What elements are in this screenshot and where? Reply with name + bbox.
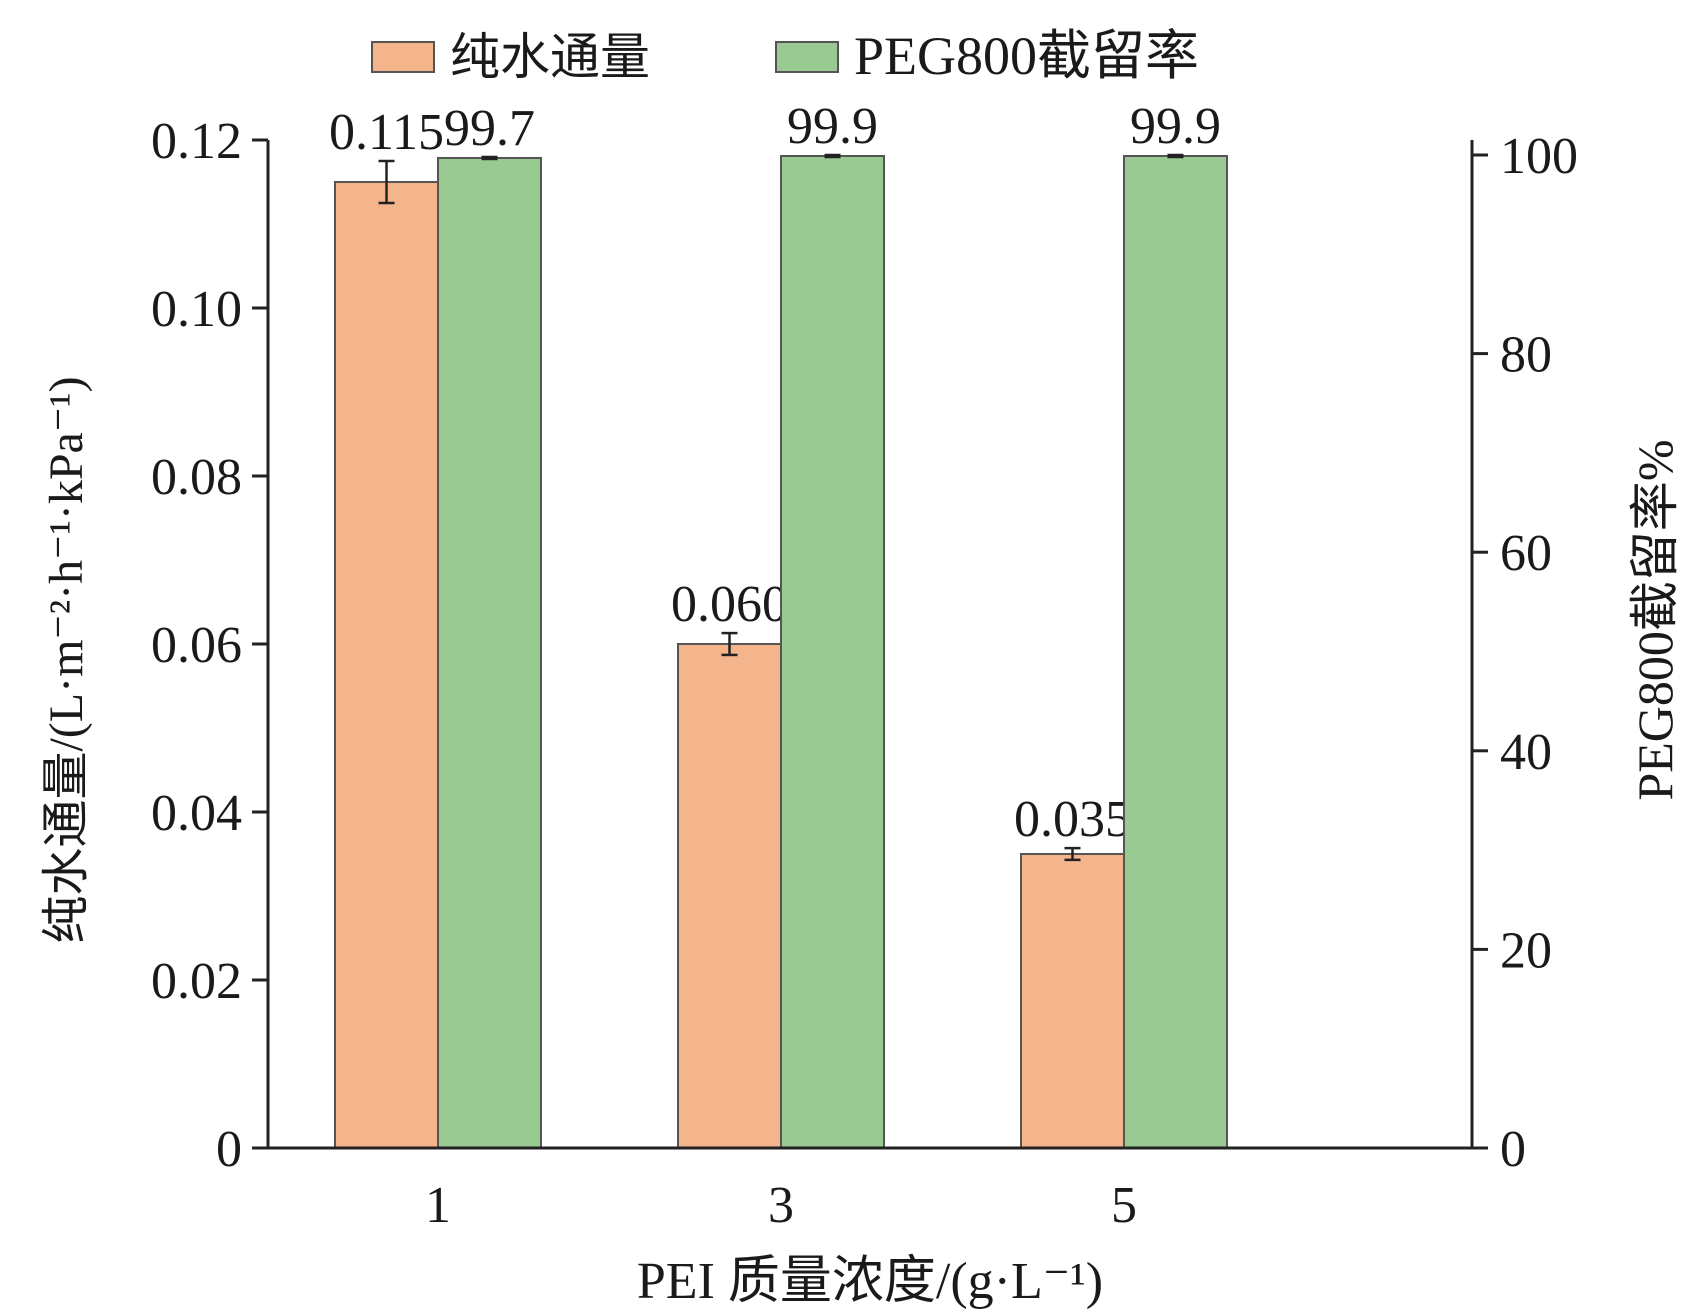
error-bar-flux-3 [721,631,738,657]
legend-swatch-rejection [775,41,839,73]
legend-label-flux: 纯水通量 [450,28,650,86]
right-tick-label: 80 [1500,327,1552,384]
bar-group: 0.115 0.060 0.035 99.7 99.9 99.9 [329,98,1228,1150]
bar-rejection-5 [1123,154,1228,1150]
legend-label-rejection: PEG800截留率 [854,26,1199,86]
left-axis-title: 纯水通量/(L·m⁻²·h⁻¹·kPa⁻¹) [40,376,93,943]
data-label-rejection-1: 99.7 [444,100,535,157]
legend-swatch-flux [371,41,435,73]
bar-rejection-1 [437,156,542,1149]
bar-flux-5 [1020,853,1125,1149]
error-bar-flux-1 [378,159,395,205]
data-label-rejection-3: 99.9 [787,98,878,155]
legend: 纯水通量 PEG800截留率 [371,26,1199,86]
data-label-flux-1: 0.115 [329,104,444,161]
data-label-flux-3: 0.060 [671,576,788,633]
left-tick-label: 0.04 [151,785,242,842]
x-axis-title: PEI 质量浓度/(g·L⁻¹) [637,1253,1103,1310]
right-tick-label: 20 [1500,922,1552,979]
data-label-flux-5: 0.035 [1014,791,1131,848]
left-tick-label: 0.02 [151,953,242,1010]
x-tick-label: 3 [768,1177,794,1234]
x-tick-label: 1 [425,1177,451,1234]
left-tick-label: 0.10 [151,281,242,338]
right-axis-title: PEG800截留率% [1627,439,1683,800]
error-bar-rejection-3 [824,153,841,159]
left-tick-label: 0.08 [151,449,242,506]
left-tick-label: 0.12 [151,113,242,170]
error-bar-rejection-1 [481,155,498,161]
right-tick-label: 40 [1500,724,1552,781]
x-tick-label: 5 [1111,1177,1137,1234]
right-tick-label: 60 [1500,525,1552,582]
left-tick-label: 0 [216,1121,242,1178]
bar-rejection-3 [780,154,885,1150]
data-label-rejection-5: 99.9 [1130,98,1221,155]
bar-flux-1 [334,181,439,1149]
left-tick-label: 0.06 [151,617,242,674]
right-tick-label: 0 [1500,1121,1526,1178]
tick-group: 0 0.02 0.04 0.06 0.08 0.10 0.12 0 20 40 60 80 100 1 3 5 [151,113,1578,1234]
bar-flux-3 [677,643,782,1149]
right-tick-label: 100 [1500,128,1578,185]
error-bar-rejection-5 [1167,153,1184,159]
error-bar-flux-5 [1064,846,1081,862]
